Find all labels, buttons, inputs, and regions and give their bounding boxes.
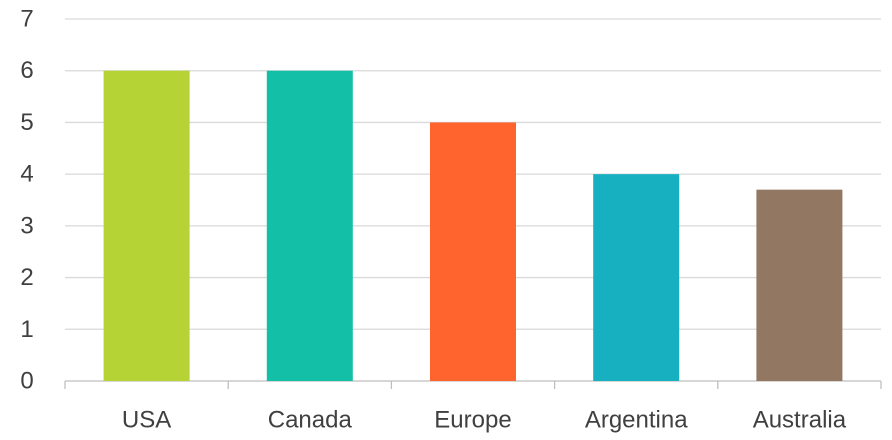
- x-category-label: Canada: [268, 407, 353, 434]
- bar-usa: [103, 70, 190, 381]
- bar-canada: [266, 70, 353, 381]
- y-tick-label: 6: [20, 57, 33, 84]
- y-tick-label: 4: [20, 161, 33, 188]
- y-tick-label: 0: [20, 368, 33, 395]
- y-tick-label: 1: [20, 316, 33, 343]
- y-tick-label: 7: [20, 6, 33, 33]
- y-tick-label: 5: [20, 109, 33, 136]
- x-axis: [64, 380, 882, 389]
- y-tick-label: 3: [20, 212, 33, 239]
- x-category-label: Europe: [434, 407, 511, 434]
- y-tick-label: 2: [20, 264, 33, 291]
- x-axis-category-labels: USA Canada Europe Argentina Australia: [122, 407, 847, 434]
- y-axis-tick-labels: 0 1 2 3 4 5 6 7: [20, 6, 33, 395]
- bar-argentina: [593, 174, 680, 381]
- bar-australia: [756, 189, 843, 381]
- x-category-label: Argentina: [585, 407, 688, 434]
- bars: [103, 70, 843, 381]
- x-category-label: Australia: [753, 407, 847, 434]
- x-category-label: USA: [122, 407, 171, 434]
- bar-europe: [430, 122, 516, 381]
